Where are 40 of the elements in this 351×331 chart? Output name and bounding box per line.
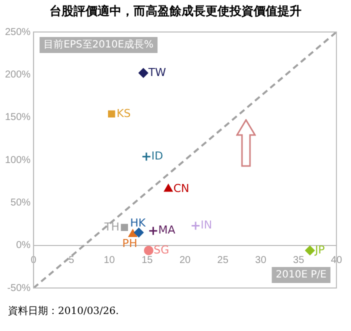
point (134, 228, 144, 238)
series-label: ID (151, 149, 164, 162)
x-axis-title: 2010E P/E (276, 270, 326, 281)
x-tick-label: 20 (179, 255, 192, 266)
series-label: TH (103, 220, 120, 234)
series-label: KS (116, 106, 131, 120)
series-label: HK (130, 216, 146, 230)
point (305, 246, 315, 256)
series-label: IN (200, 218, 212, 232)
point (128, 229, 137, 237)
point (108, 110, 116, 118)
series-label: JP (314, 243, 326, 256)
point (138, 68, 148, 78)
point (120, 224, 128, 231)
chart-title: 台股評價適中，而高盈餘成長更使投資價值提升 (48, 3, 302, 20)
point (190, 220, 200, 230)
x-tick-label: 10 (104, 255, 116, 266)
x-tick-label: 30 (255, 255, 267, 266)
y-axis-title: 目前EPS至2010E成長% (44, 38, 154, 51)
point (142, 152, 152, 162)
series-label: CN (173, 182, 190, 195)
x-tick-label: 15 (142, 255, 154, 266)
y-tick-label: 0% (16, 240, 31, 252)
x-tick-label: 25 (217, 255, 229, 266)
x-tick-label: 35 (293, 255, 305, 266)
y-tick-label: 100% (5, 154, 31, 166)
y-tick-label: 150% (5, 112, 31, 124)
y-tick-label: 200% (5, 69, 31, 80)
y-tick-label: 250% (5, 26, 31, 38)
series-label: TW (147, 66, 166, 79)
series-label: MA (158, 224, 176, 237)
x-tick-label: 5 (68, 255, 75, 266)
y-tick-label: 50% (10, 197, 31, 208)
y-tick-label: -50% (7, 282, 31, 294)
point (148, 226, 158, 236)
series-label: PH (122, 237, 138, 250)
text: 資料日期：2010/03/26. (8, 304, 119, 318)
series-label: SG (154, 243, 170, 256)
point (144, 246, 154, 256)
point (164, 184, 173, 192)
